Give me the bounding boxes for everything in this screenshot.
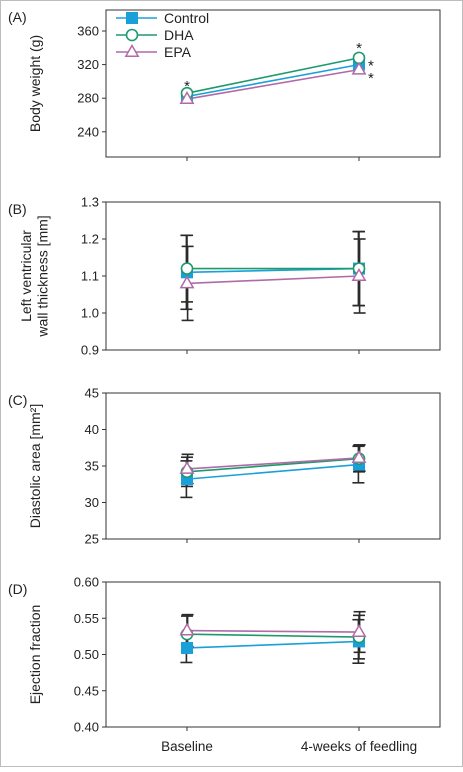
y-tick-label: 35	[85, 459, 99, 474]
data-point	[351, 624, 367, 637]
series-epa	[186, 68, 360, 100]
panel-label: (A)	[8, 9, 27, 25]
plot-frame	[105, 201, 441, 351]
series-line	[186, 633, 360, 638]
series-line	[186, 275, 360, 285]
data-point	[351, 449, 367, 463]
y-tick-label: 1.1	[81, 269, 99, 284]
series-control	[180, 618, 365, 665]
legend-marker	[126, 12, 138, 24]
plot-frame	[105, 9, 441, 158]
legend-marker	[124, 43, 140, 57]
y-tick-label: 1.3	[81, 195, 99, 210]
series-line	[186, 68, 360, 100]
series-control	[180, 445, 365, 499]
chart-panel: 0.91.01.11.21.3(B)Left ventricularwall t…	[8, 195, 441, 358]
y-tick-label: 1.0	[81, 306, 99, 321]
series-dha	[186, 57, 360, 94]
significance-asterisk: *	[356, 40, 362, 57]
panel-label: (C)	[8, 392, 27, 408]
legend-label: DHA	[164, 27, 194, 43]
series-epa	[181, 610, 366, 654]
series-dha	[181, 230, 365, 307]
legend-marker	[125, 28, 139, 42]
y-tick-label: 0.40	[74, 720, 99, 735]
data-point	[179, 460, 195, 474]
legend-label: EPA	[164, 44, 192, 60]
y-axis-label-line: Body weight (g)	[27, 35, 43, 132]
legend-label: Control	[164, 10, 209, 26]
legend-entry-control: Control	[116, 10, 209, 26]
x-category-label: Baseline	[161, 739, 213, 754]
legend-entry-dha: DHA	[116, 27, 194, 43]
series-control	[180, 230, 365, 311]
y-axis-label: Ejection fraction	[27, 605, 43, 705]
series-line	[186, 457, 360, 473]
data-point	[179, 622, 195, 636]
y-tick-label: 30	[85, 495, 99, 510]
y-axis-label-line: wall thickness [mm]	[34, 215, 50, 337]
significance-asterisk: *	[184, 78, 190, 95]
data-point	[179, 275, 195, 289]
panel-label: (B)	[8, 201, 27, 217]
y-axis-label: Body weight (g)	[27, 35, 43, 132]
y-tick-label: 40	[85, 422, 99, 437]
y-tick-label: 360	[77, 24, 99, 39]
y-axis-label-line: Diastolic area [mm²]	[27, 404, 43, 528]
y-tick-label: 0.60	[74, 575, 99, 590]
series-line	[186, 463, 360, 480]
x-category-label: 4-weeks of feedling	[301, 739, 417, 754]
series-line	[186, 57, 360, 94]
chart-panel: 25 30 35 40 45 (C)Diastolic area [mm²]	[8, 386, 441, 547]
y-tick-label: 280	[77, 91, 99, 106]
y-axis-label: Left ventricularwall thickness [mm]	[18, 215, 50, 337]
significance-asterisk: *	[368, 70, 374, 87]
y-tick-label: 1.2	[81, 232, 99, 247]
series-dha	[181, 614, 365, 660]
significance-asterisk: *	[368, 58, 374, 75]
panel-label: (D)	[8, 581, 27, 597]
chart-panel: 0.40 0.45 0.50 0.55 0.60 (D)Ejection fraction	[8, 575, 441, 735]
legend-entry-epa: EPA	[116, 43, 192, 60]
series-line	[186, 629, 360, 633]
y-tick-label: 240	[77, 124, 99, 139]
data-point	[181, 641, 193, 654]
y-tick-label: 0.50	[74, 647, 99, 662]
data-point	[351, 61, 367, 75]
y-tick-label: 0.45	[74, 683, 99, 698]
y-tick-label: 320	[77, 57, 99, 72]
data-point	[351, 267, 367, 281]
data-point	[180, 262, 194, 275]
y-tick-label: 25	[85, 532, 99, 547]
y-tick-label: 0.55	[74, 611, 99, 626]
data-point	[179, 91, 195, 105]
y-axis-label-line: Ejection fraction	[27, 605, 43, 705]
y-axis-label: Diastolic area [mm²]	[27, 404, 43, 528]
series-epa	[181, 238, 366, 322]
y-tick-label: 0.9	[81, 343, 99, 358]
series-control	[186, 63, 360, 98]
y-axis-label-line: Left ventricular	[18, 230, 34, 322]
plot-frame	[105, 581, 441, 728]
series-line	[186, 63, 360, 98]
series-line	[186, 640, 360, 649]
series-line	[186, 457, 360, 470]
y-tick-label: 45	[85, 386, 99, 401]
